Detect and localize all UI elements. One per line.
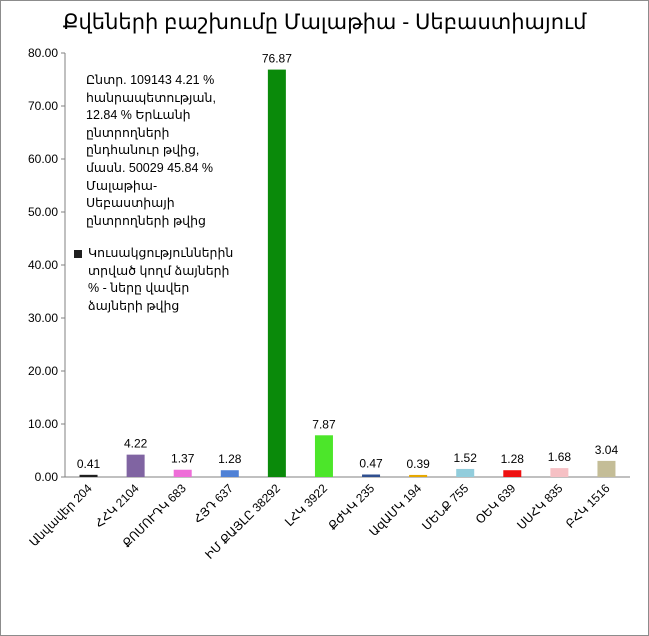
data-label: 1.52 [454,451,478,465]
legend-line: տրված կողմ ձայների [88,263,230,278]
annotation-line: մասն. 50029 45.84 % [86,160,213,175]
data-label: 7.87 [312,417,336,431]
y-tick-label: 30.00 [28,311,58,325]
annotation-text: Ընտր. 109143 4.21 % հանրապետության, 12.84 … [86,72,258,246]
annotation-line: ընտրողների թվից [86,213,206,228]
y-tick-label: 40.00 [28,258,58,272]
data-label: 0.41 [77,457,101,471]
data-label: 3.04 [595,443,619,457]
y-tick-label: 60.00 [28,152,58,166]
category-label: ՀՀԿ 2104 [92,481,142,531]
y-tick-label: 80.00 [28,46,58,60]
bar [126,454,145,477]
legend-line: Կուսակցություններին [88,246,234,260]
annotation-line: Ընտր. 109143 4.21 % [86,73,215,87]
bar [362,474,381,477]
data-label: 1.37 [171,452,195,466]
bar [597,460,616,477]
data-label: 0.47 [359,457,383,471]
bar [267,69,286,478]
chart-title: Քվեների բաշխումը Մալաթիա - Սեբաստիայում [62,11,587,34]
category-label: ԼՀԿ 3922 [282,481,330,529]
data-label: 0.39 [406,457,430,471]
y-tick-label: 10.00 [28,417,58,431]
y-tick-label: 20.00 [28,364,58,378]
bar [173,469,192,477]
y-tick-label: 70.00 [28,99,58,113]
y-tick-label: 0.00 [35,470,59,484]
category-label: Անվավեր 204 [27,481,95,549]
annotation-line: 12.84 % Երևանի [86,108,191,123]
legend: Կուսակցություններին տրված կողմ ձայների % -… [74,245,260,315]
bar [550,468,569,477]
y-axis: 0.00 10.00 20.00 30.00 40.00 50.00 60.00 70.00 8… [28,46,630,484]
bar [314,435,333,477]
annotation-line: Սեբաստիայի [86,196,175,211]
data-label: 4.22 [124,437,148,451]
y-tick-label: 50.00 [28,205,58,219]
data-label: 1.28 [218,452,242,466]
annotation-line: հանրապետության, [86,90,216,105]
annotation-line: ընդհանուր թվից, [86,143,200,158]
bar [79,474,98,477]
bar [220,470,239,477]
category-label: ԲՀԿ 1516 [563,481,613,531]
legend-line: ձայների թվից [88,298,180,313]
legend-line: % - ները վավեր [88,281,190,296]
annotation-line: ընտրողների [86,125,170,140]
bar [409,474,428,477]
data-label: 76.87 [262,52,292,66]
data-label: 1.68 [548,450,572,464]
annotation-paragraph: Ընտր. 109143 4.21 % հանրապետության, 12.84 … [86,72,258,230]
data-labels: 0.41 4.22 1.37 1.28 76.87 7.87 0.47 0.39 1.52 1.2… [77,52,619,471]
bar [456,468,475,477]
category-label: ՄԵՆՔ 755 [419,481,471,533]
legend-swatch [74,250,82,258]
legend-text: Կուսակցություններին տրված կողմ ձայների % -… [88,245,233,315]
annotation-line: Մալաթիա- [86,178,158,193]
bar [503,470,522,477]
data-label: 1.28 [501,452,525,466]
category-label: ՀՅԴ 637 [191,481,236,526]
bars [79,69,616,478]
category-label: ՍՍՀԿ 835 [514,481,565,532]
category-label: ՕԵԿ 639 [473,481,519,527]
